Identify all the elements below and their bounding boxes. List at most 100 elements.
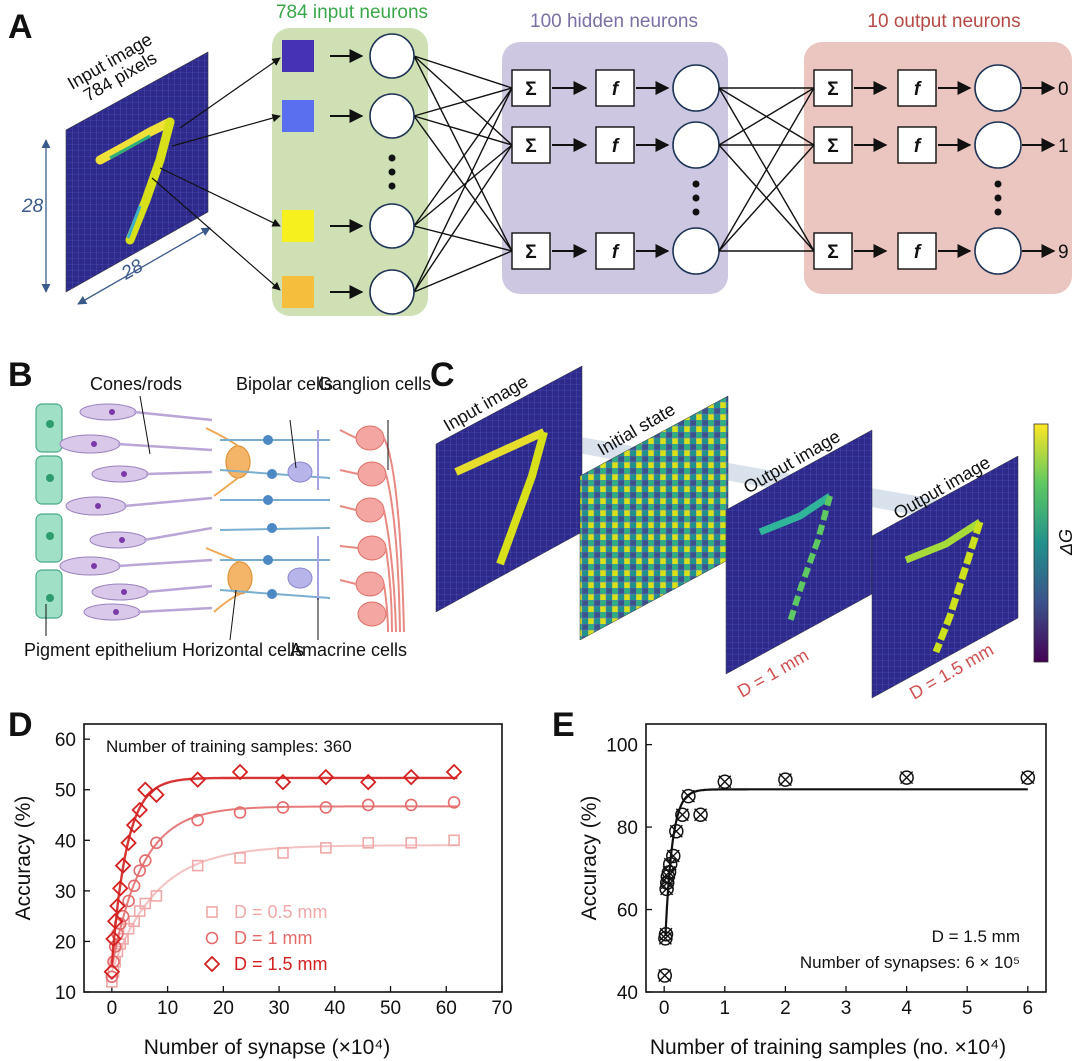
x-tick-label: 20 [213,998,234,1019]
data-point-circle [675,807,690,822]
data-point-circle [1020,770,1036,785]
data-point-cross [900,771,914,785]
legend-marker [206,906,218,918]
label-bipolar-cells: Bipolar cells [236,374,333,394]
y-tick-label: 30 [55,882,76,903]
panel-a: A Input image 784 pixels 28 28 784 input… [8,2,1072,316]
chart-e-annotation-1: D = 1.5 mm [932,927,1020,946]
pixel-square [282,40,314,72]
label-amacrine-cells: Amacrine cells [290,640,407,660]
data-point [445,763,463,781]
data-point [127,879,141,893]
data-point [277,847,289,859]
data-point [1020,770,1036,785]
data-point-circle [778,772,793,787]
label-pigment-epithelium: Pigment epithelium [24,640,177,660]
image-to-pixel-arrows [151,57,281,291]
hidden-sigma-labels: Σ Σ Σ f f f [525,79,620,263]
data-point [669,823,684,839]
data-point-cross [659,927,673,941]
data-point [662,856,678,872]
data-point [899,770,914,785]
x-tick-label: 30 [268,998,289,1019]
data-point [404,798,418,812]
output-layer-title: 10 output neurons [867,11,1020,32]
label-bipolar-cells-text: Bipolar cells [236,374,333,394]
data-point [681,788,696,804]
retina-label-leaders [45,395,389,641]
x-tick-label: 10 [157,998,178,1019]
y-tick-label: 20 [55,932,76,953]
data-point [131,801,149,819]
input-neurons [369,33,415,315]
label-cones-rods: Cones/rods [90,374,182,394]
data-point [148,786,165,804]
svg-text:f: f [914,136,922,157]
pixel-square [282,210,314,242]
data-point-cross [658,931,672,945]
colorbar-label: ΔG [1056,529,1076,556]
x-tick-label: 40 [324,998,345,1019]
output-label-9: 9 [1058,242,1069,263]
fit-curve [664,788,1028,937]
data-point [108,940,122,953]
input-layer-title: 784 input neurons [276,2,428,23]
data-point [139,897,152,910]
svg-text:Σ: Σ [827,136,838,157]
data-point [133,864,147,877]
data-point [359,773,377,791]
x-tick-label: 3 [841,998,852,1019]
panel-e-label: E [552,706,575,744]
svg-text:Σ: Σ [525,79,536,100]
legend-marker [203,955,221,973]
data-point [191,859,204,872]
colorbar [1033,423,1049,663]
data-point [109,897,126,915]
svg-text:f: f [914,242,922,263]
data-point-circle [693,807,708,822]
hidden-layer-box [502,42,728,294]
data-point [234,852,246,864]
y-tick-label: 50 [55,781,76,802]
data-point-circle [658,927,674,942]
svg-text:Σ: Σ [827,242,838,263]
svg-text:f: f [612,136,620,157]
data-point [447,796,461,809]
data-point [402,768,420,786]
x-tick-label: 70 [491,998,512,1019]
data-point [191,813,204,827]
data-point [658,927,674,942]
x-tick-label: 60 [436,998,457,1019]
data-point [693,807,708,822]
svg-text:Σ: Σ [827,79,838,100]
hidden-rows [511,64,720,275]
svg-text:f: f [612,79,620,100]
legend-marker [205,931,219,945]
data-point [274,773,292,791]
panel-d-label: D [8,706,33,744]
data-point-cross [718,775,732,789]
y-tick-label: 40 [617,983,638,1004]
plane-input-image [435,365,583,613]
y-tick-label: 10 [55,983,76,1004]
data-point [105,930,122,948]
panel-b-label: B [8,356,33,394]
data-point [122,894,135,908]
data-point [103,963,121,981]
data-point-circle [657,968,673,983]
panel-d: D 0 10 20 30 40 50 60 70 10 20 30 40 50 60 Number of s… [8,706,513,1059]
chart-e-annotation-2: Number of synapses: 6 × 10⁵ [800,953,1020,972]
data-point [778,772,793,787]
label-horizontal-cells: Horizontal cells [182,640,304,660]
data-point [139,854,152,867]
legend-label: D = 0.5 mm [234,902,328,922]
data-point [405,837,417,849]
data-point [233,806,247,819]
output-label-1: 1 [1058,136,1069,157]
output-rows [813,64,1056,275]
data-point-cross [663,857,677,871]
pixel-square [282,100,314,132]
svg-text:f: f [612,242,620,263]
panel-c: C Input image Initial state Output image… [430,356,1076,703]
data-point [675,807,690,822]
